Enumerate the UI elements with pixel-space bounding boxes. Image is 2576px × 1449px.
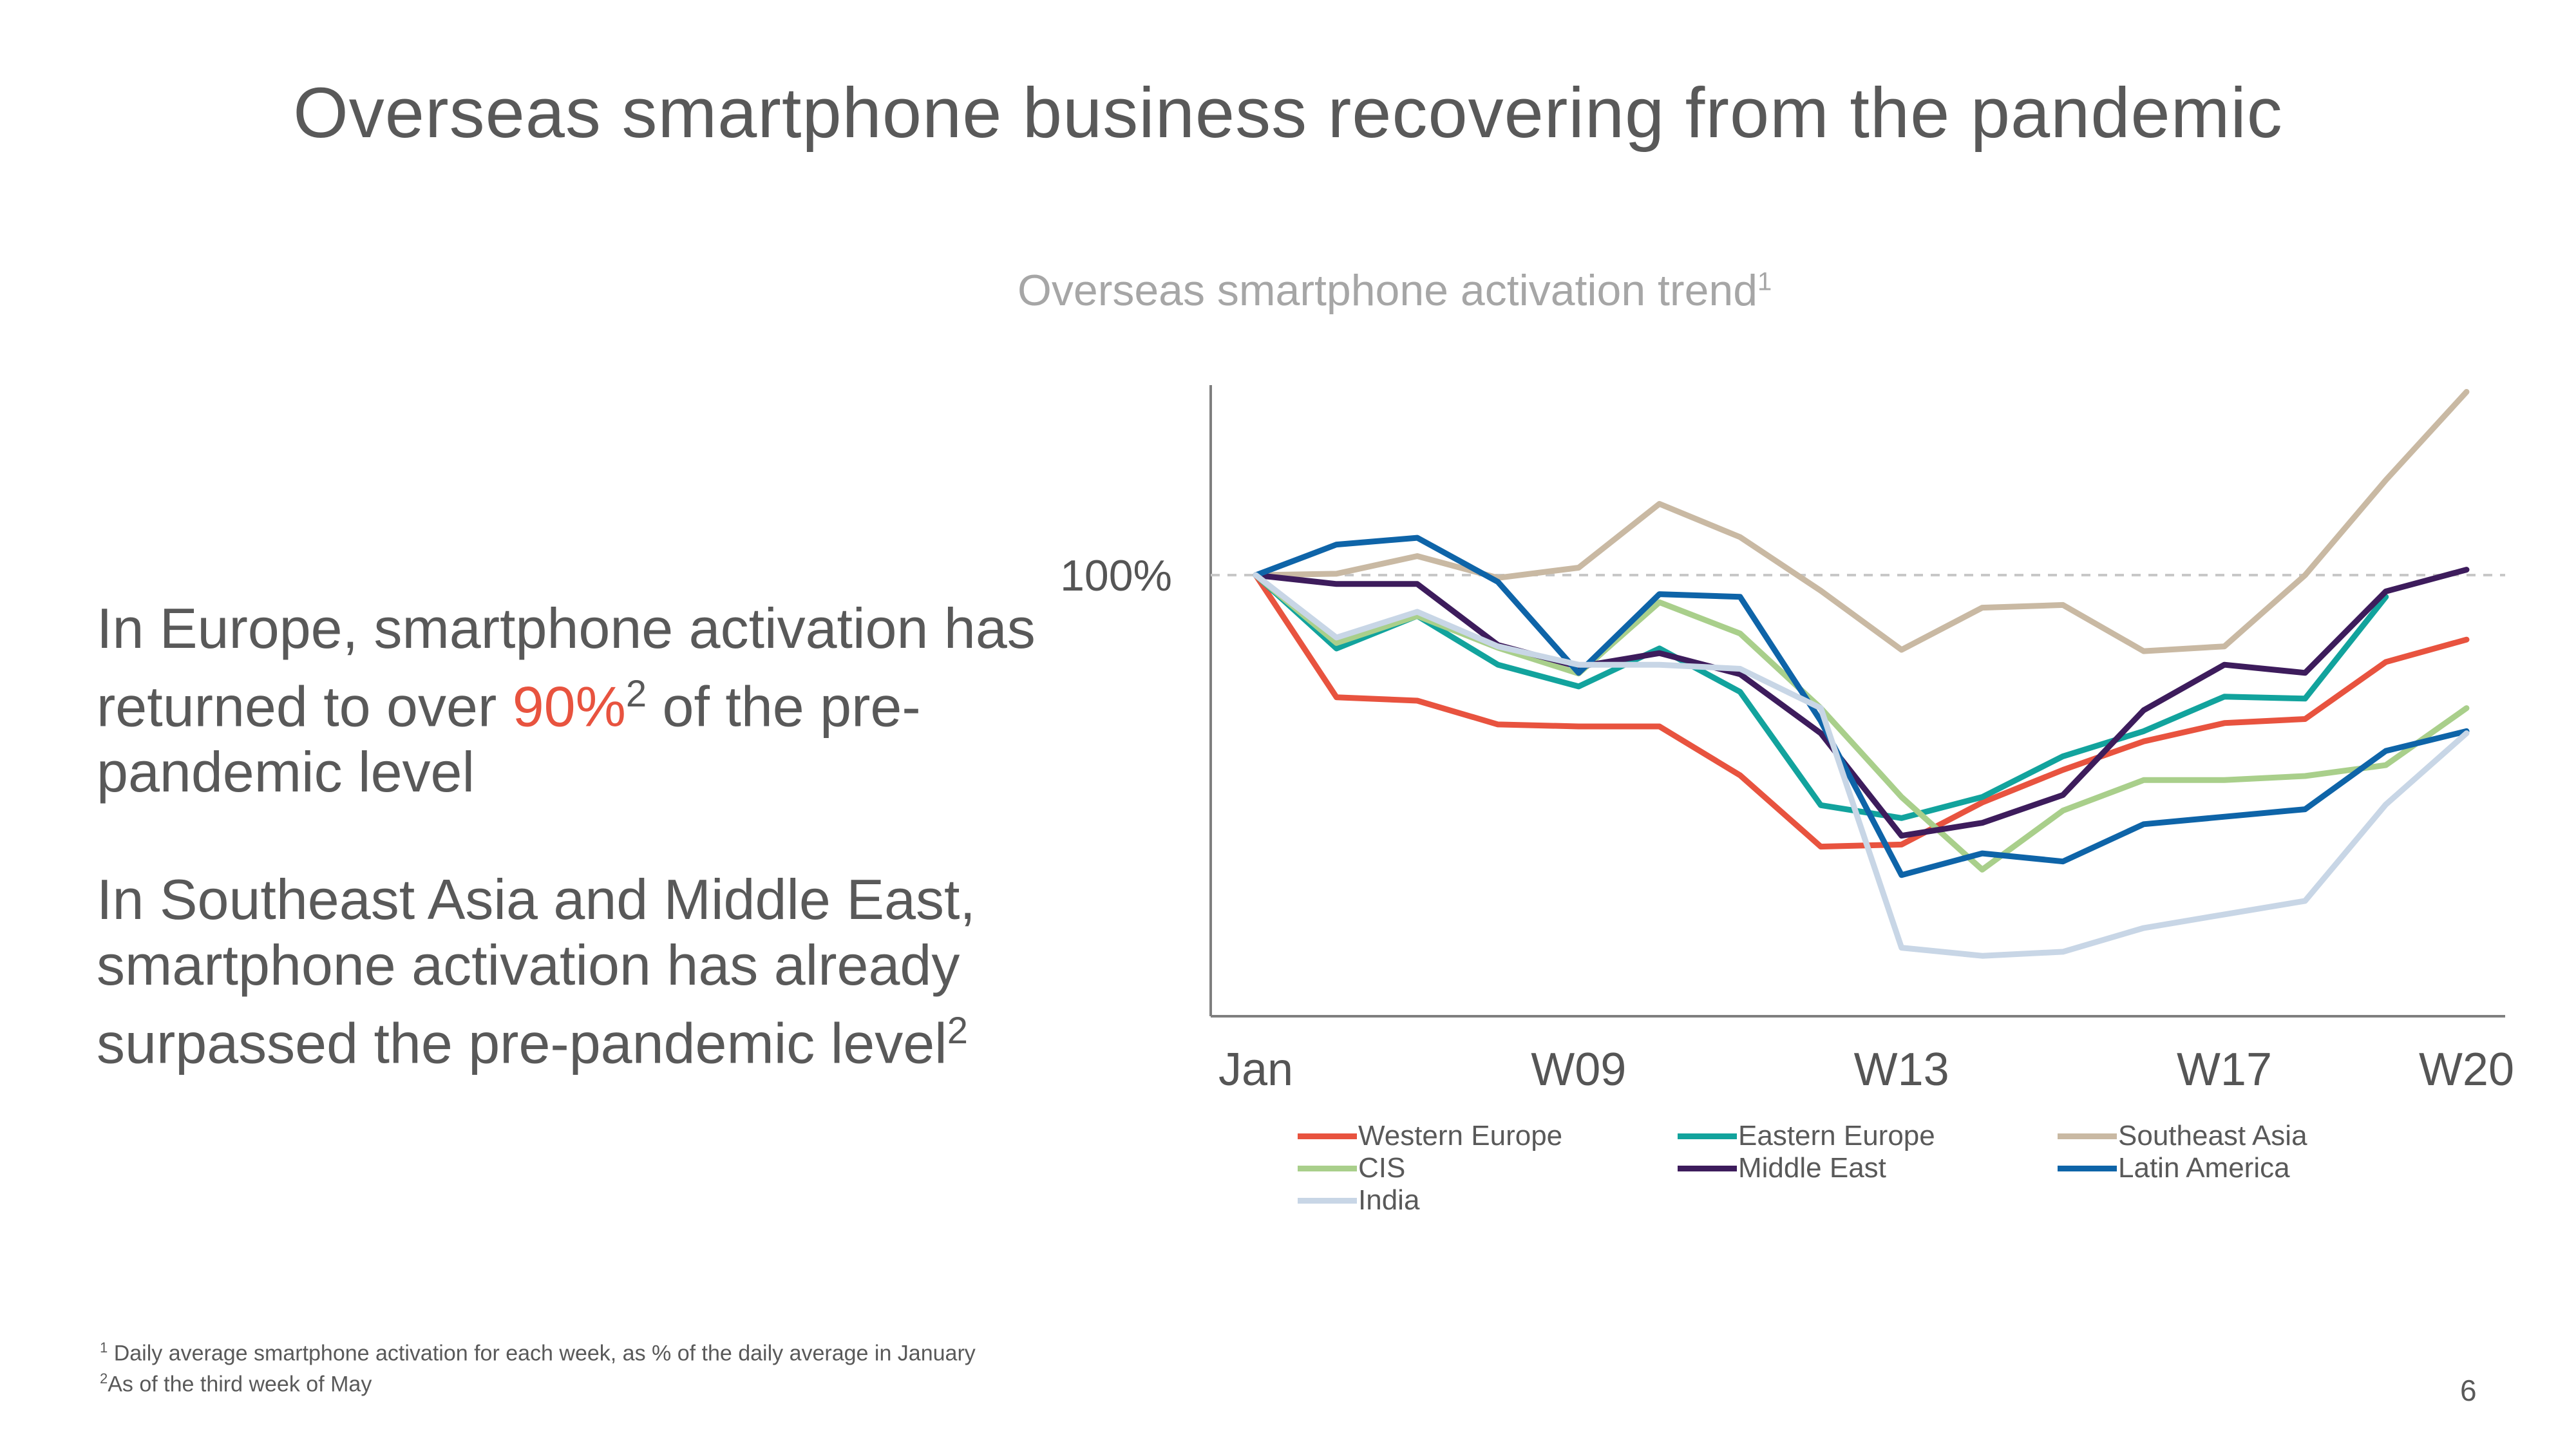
legend-label-southeast-asia: Southeast Asia xyxy=(2118,1120,2307,1151)
legend-item-india: India xyxy=(1298,1184,1678,1216)
legend-swatch-india xyxy=(1298,1197,1357,1204)
legend-label-western-europe: Western Europe xyxy=(1358,1120,1563,1151)
legend-item-southeast-asia: Southeast Asia xyxy=(2058,1120,2392,1151)
legend-swatch-cis xyxy=(1298,1165,1357,1171)
key-point-europe-text: In Europe, smartphone activation has ret… xyxy=(97,596,1036,739)
footnote-1: 1 Daily average smartphone activation fo… xyxy=(100,1335,976,1366)
key-points: In Europe, smartphone activation has ret… xyxy=(97,596,1101,1139)
series-line-eastern-europe xyxy=(1253,572,2389,821)
footnote-2: 2As of the third week of May xyxy=(100,1366,976,1397)
key-point-europe-footnote-marker: 2 xyxy=(625,673,647,715)
slide-title: Overseas smartphone business recovering … xyxy=(293,73,2283,153)
series-line-southeast-asia xyxy=(1253,389,2470,654)
legend-item-western-europe: Western Europe xyxy=(1298,1120,1678,1151)
chart-title-footnote-marker: 1 xyxy=(1757,267,1772,296)
footnote-1-marker: 1 xyxy=(100,1340,108,1356)
legend-item-cis: CIS xyxy=(1298,1152,1678,1184)
legend-swatch-western-europe xyxy=(1298,1133,1357,1139)
page-number: 6 xyxy=(2460,1374,2477,1407)
legend-item-latin-america: Latin America xyxy=(2058,1152,2392,1184)
legend-label-cis: CIS xyxy=(1358,1152,1406,1184)
x-tick-label-w20: W20 xyxy=(2419,1044,2514,1095)
legend-swatch-latin-america xyxy=(2058,1165,2117,1171)
series-line-latin-america xyxy=(1253,535,2470,878)
key-point-europe-highlight: 90% xyxy=(512,674,626,739)
footnote-2-text: As of the third week of May xyxy=(108,1372,372,1397)
key-point-asia-footnote-marker: 2 xyxy=(947,1010,968,1052)
legend-label-middle-east: Middle East xyxy=(1738,1152,1886,1184)
key-point-europe-text-end: of the pre-pandemic level xyxy=(97,674,921,804)
legend-label-latin-america: Latin America xyxy=(2118,1152,2290,1184)
chart-legend: Western Europe Eastern Europe Southeast As… xyxy=(1298,1120,2392,1216)
legend-item-middle-east: Middle East xyxy=(1678,1152,2058,1184)
series-line-middle-east xyxy=(1253,567,2470,839)
x-tick-label-w17: W17 xyxy=(2177,1044,2272,1095)
legend-label-eastern-europe: Eastern Europe xyxy=(1738,1120,1935,1151)
key-point-asia-middle-east: In Southeast Asia and Middle East, smart… xyxy=(97,867,1101,1076)
footnotes: 1 Daily average smartphone activation fo… xyxy=(100,1335,976,1397)
series-line-india xyxy=(1253,572,2470,959)
chart-title: Overseas smartphone activation trend1 xyxy=(1018,265,1790,316)
y-reference-label: 100% xyxy=(1060,551,1172,600)
legend-swatch-middle-east xyxy=(1678,1165,1737,1171)
key-point-europe: In Europe, smartphone activation has ret… xyxy=(97,596,1101,805)
footnote-2-marker: 2 xyxy=(100,1370,108,1387)
x-tick-label-w13: W13 xyxy=(1854,1044,1949,1095)
legend-swatch-eastern-europe xyxy=(1678,1133,1737,1139)
key-point-asia-text: In Southeast Asia and Middle East, smart… xyxy=(97,867,976,1075)
x-tick-label-w09: W09 xyxy=(1531,1044,1626,1095)
chart-title-text: Overseas smartphone activation trend xyxy=(1018,266,1758,315)
legend-item-eastern-europe: Eastern Europe xyxy=(1678,1120,2058,1151)
footnote-1-text: Daily average smartphone activation for … xyxy=(108,1341,976,1366)
x-tick-label-jan: Jan xyxy=(1218,1044,1293,1095)
series-line-western-europe xyxy=(1253,572,2470,850)
legend-swatch-southeast-asia xyxy=(2058,1133,2117,1139)
legend-label-india: India xyxy=(1358,1184,1420,1216)
